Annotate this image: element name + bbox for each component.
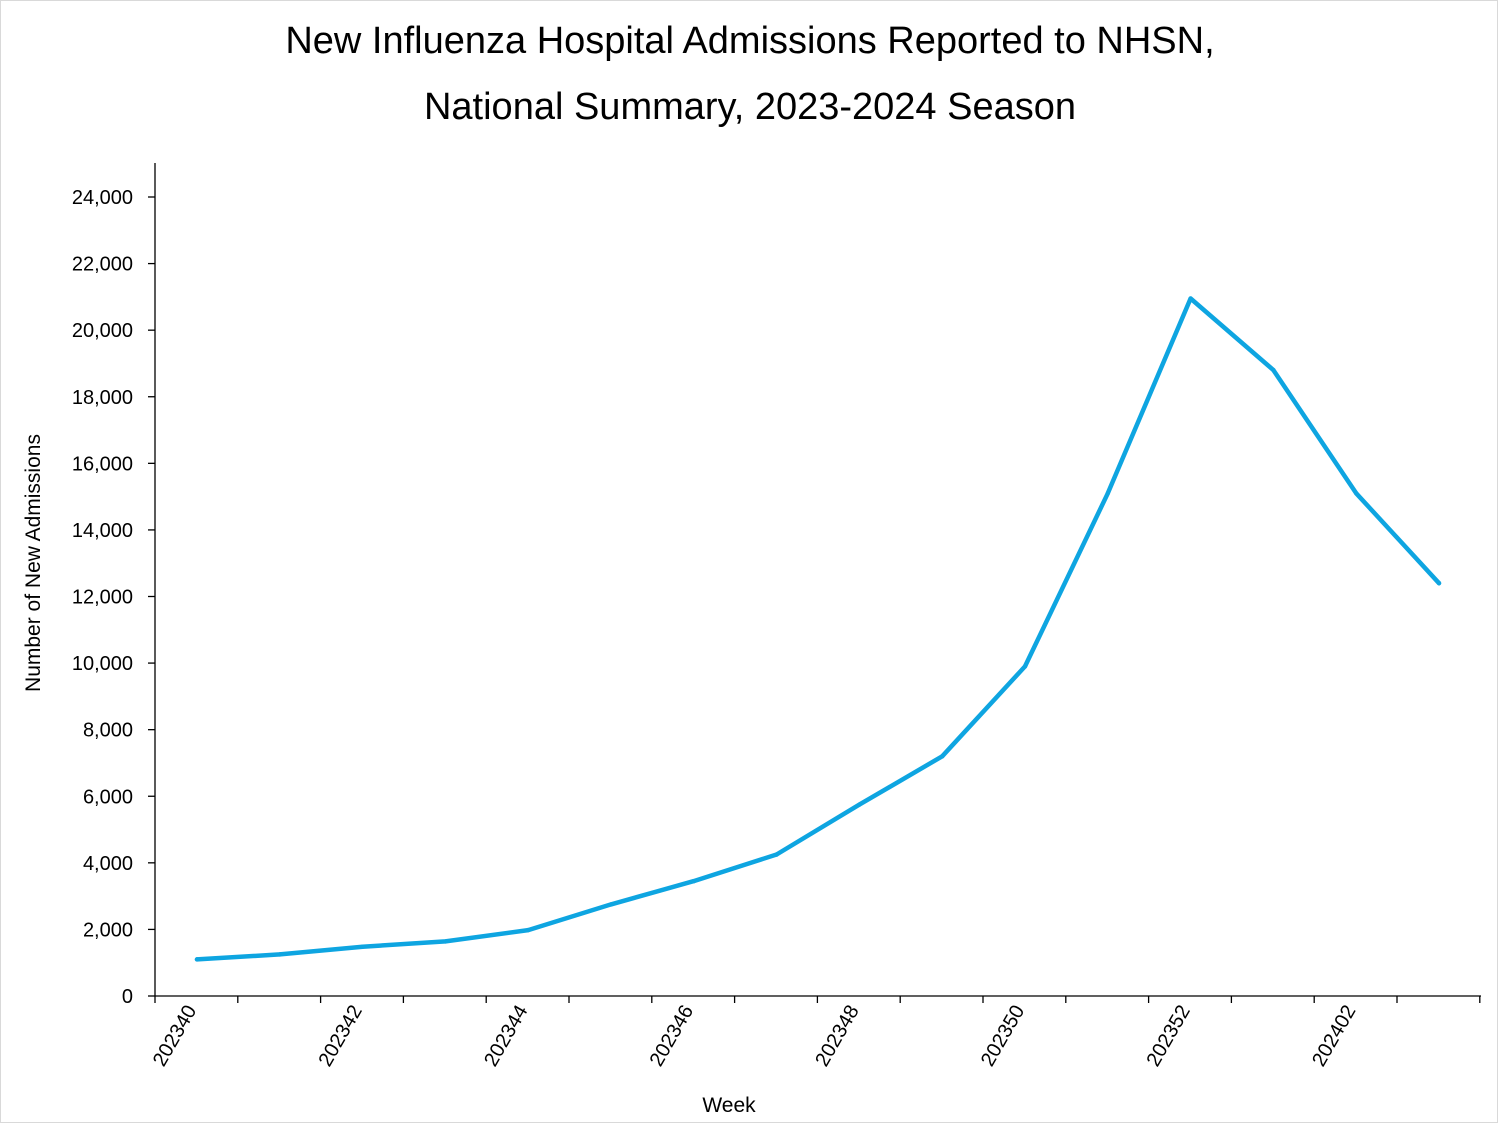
x-axis-title: Week [702,1094,756,1117]
data-point [194,957,200,962]
x-tick-label: 202402 [1308,1002,1360,1071]
y-axis-ticks: 0 2,000 4,000 6,000 8,000 10,000 12,000 14,000 1… [72,187,155,1008]
data-point [608,902,614,907]
data-point [277,952,282,957]
y-tick-label: 2,000 [83,919,133,941]
data-point [1188,296,1193,301]
y-axis-title: Number of New Admissions [22,434,45,692]
y-tick-label: 14,000 [72,520,133,542]
data-point [443,939,448,944]
y-tick-label: 24,000 [72,187,133,209]
data-point [774,852,779,857]
y-tick-label: 12,000 [72,587,133,609]
axes [154,163,1481,997]
chart-title-line-1: New Influenza Hospital Admissions Report… [285,20,1215,62]
x-tick-label: 202346 [646,1002,698,1071]
x-tick-label: 202342 [315,1002,367,1071]
y-tick-label: 0 [122,986,133,1008]
data-point [1354,491,1359,496]
y-tick-label: 4,000 [83,853,133,875]
chart-title-line-2: National Summary, 2023-2024 Season [423,86,1076,128]
x-tick-label: 202348 [811,1002,863,1071]
y-tick-label: 16,000 [72,453,133,475]
x-tick-label: 202352 [1143,1002,1195,1071]
data-point [526,927,531,933]
y-tick-label: 18,000 [72,387,133,409]
data-point [1022,664,1028,669]
y-tick-label: 8,000 [83,720,133,742]
data-point [940,754,945,759]
y-tick-label: 6,000 [83,786,133,808]
y-tick-label: 22,000 [72,254,133,276]
chart-title: New Influenza Hospital Admissions Report… [0,8,1500,140]
y-tick-label: 10,000 [72,653,133,675]
data-point [1271,367,1276,373]
x-tick-label: 202350 [977,1002,1029,1071]
x-axis-ticks: 202340 202342 202344 202346 202348 202350 2023… [149,996,1481,1071]
data-point [857,802,862,807]
y-tick-label: 20,000 [72,320,133,342]
series-layer [194,296,1442,962]
data-point [691,878,696,884]
data-point [1436,580,1442,586]
x-tick-label: 202340 [149,1002,201,1071]
series-line-0 [194,296,1442,962]
data-point [1105,491,1111,496]
data-point [360,944,365,949]
x-tick-label: 202344 [480,1002,532,1071]
